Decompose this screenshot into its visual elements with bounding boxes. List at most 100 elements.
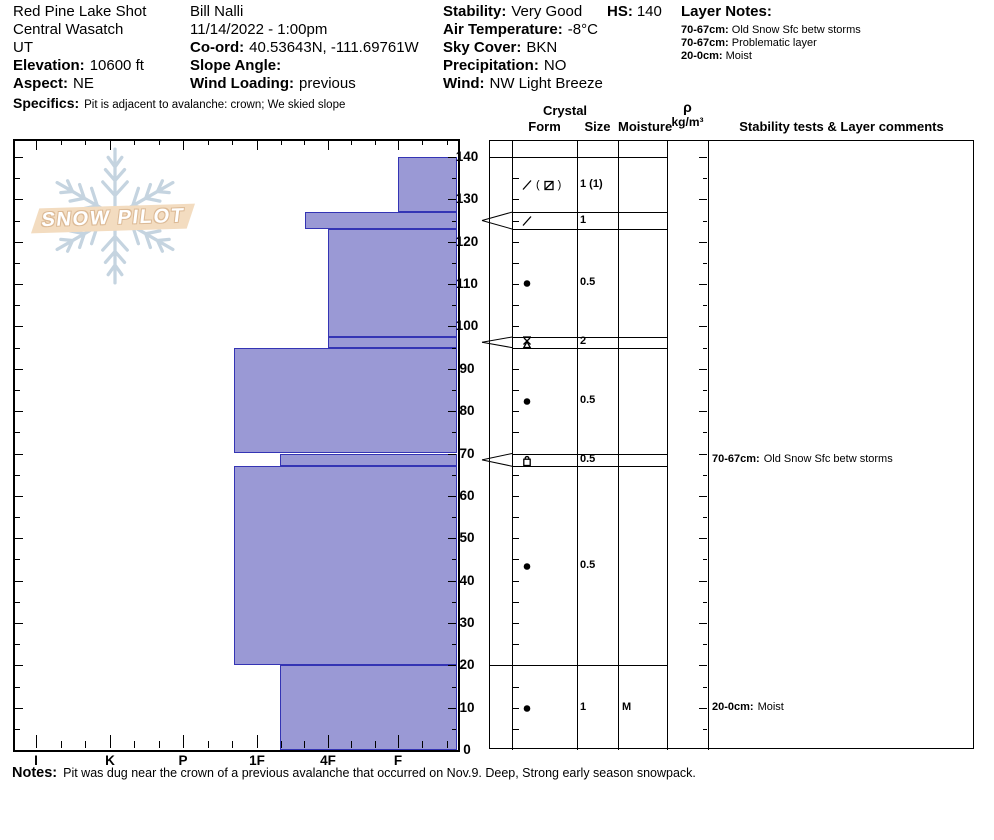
depth-tick-left <box>15 199 23 201</box>
notes-text: Pit was dug near the crown of a previous… <box>63 766 696 780</box>
depth-tick-right <box>448 495 456 497</box>
depth-axis-label: 30 <box>459 614 475 630</box>
depth-tick-left <box>15 305 20 307</box>
density-column-tick <box>699 707 707 709</box>
air-temp-value: -8°C <box>567 21 598 38</box>
hs-line: HS: 140 <box>607 3 662 20</box>
grain-size-value: 1 <box>580 700 587 713</box>
form-column-tick <box>513 390 519 391</box>
snow-layer-bar <box>280 453 457 467</box>
hardness-tick-top <box>85 141 87 145</box>
depth-tick-left <box>15 241 23 243</box>
density-column-tick <box>699 538 707 540</box>
grid-column-line <box>577 140 578 750</box>
stability-label: Stability: <box>443 3 507 20</box>
density-column-tick <box>699 580 707 582</box>
sky-cover-value: BKN <box>526 39 558 56</box>
air-temp-label: Air Temperature: <box>443 21 563 38</box>
depth-tick-left <box>15 686 20 688</box>
depth-tick-right <box>452 390 456 391</box>
depth-tick-right <box>452 305 456 307</box>
density-column-tick <box>703 178 707 180</box>
stability-value: Very Good <box>511 3 583 20</box>
depth-tick-right <box>452 432 456 434</box>
hardness-axis-label: P <box>178 753 188 768</box>
hardness-tick-top <box>158 141 160 145</box>
sky-cover-label: Sky Cover: <box>443 39 522 56</box>
grain-form-cell <box>520 275 534 291</box>
depth-tick-left <box>15 728 20 730</box>
form-column-tick <box>513 284 519 286</box>
grain-form-cell <box>520 452 534 468</box>
layer-note-2-text: Problematic layer <box>731 37 817 49</box>
hardness-tick-bottom <box>183 735 184 748</box>
hardness-axis-label: 1F <box>249 753 265 768</box>
grain-size-value: 0.5 <box>580 558 596 571</box>
wind-value: NW Light Breeze <box>489 75 603 92</box>
layer-note-1-text: Old Snow Sfc betw storms <box>731 24 861 36</box>
layer-comment-label: 70-67cm: <box>712 452 760 465</box>
depth-axis-label: 120 <box>455 233 479 249</box>
form-column-tick <box>513 199 519 201</box>
density-column-tick <box>703 347 707 349</box>
hardness-tick-bottom <box>257 735 258 748</box>
depth-axis-label: 70 <box>459 445 475 461</box>
specifics-label: Specifics: <box>13 95 80 111</box>
stability-tests-column-header: Stability tests & Layer comments <box>739 119 944 134</box>
density-column-tick <box>699 284 707 286</box>
notes-line: Notes: Pit was dug near the crown of a pr… <box>12 764 696 782</box>
hardness-tick-top <box>207 141 209 145</box>
depth-tick-left <box>15 580 23 582</box>
form-column-tick <box>513 178 519 180</box>
depth-axis-label: 0 <box>463 742 471 757</box>
moisture-value: M <box>622 700 632 713</box>
hardness-tick-top <box>280 141 282 145</box>
depth-tick-right <box>452 517 456 518</box>
elevation-value: 10600 ft <box>89 57 144 74</box>
density-column-tick <box>699 411 707 413</box>
grid-column-line <box>667 140 668 750</box>
depth-tick-left <box>15 495 23 497</box>
wind-line: Wind: NW Light Breeze <box>443 75 603 92</box>
form-column-header: Form <box>528 119 561 134</box>
density-column-tick <box>703 728 707 730</box>
state: UT <box>13 39 33 56</box>
depth-tick-right <box>448 157 456 158</box>
form-column-tick <box>513 622 519 624</box>
air-temp-line: Air Temperature: -8°C <box>443 21 598 38</box>
depth-tick-left <box>15 538 23 540</box>
hardness-tick-bottom <box>85 741 87 748</box>
form-column-tick <box>513 241 519 243</box>
hardness-tick-top <box>398 141 399 150</box>
aspect-value: NE <box>73 75 94 92</box>
depth-tick-right <box>452 728 456 730</box>
depth-tick-left <box>15 368 23 370</box>
paren-close: ) <box>557 178 562 191</box>
wind-label: Wind: <box>443 75 485 92</box>
notes-label: Notes: <box>12 765 58 781</box>
grid-row-line <box>512 337 667 338</box>
wind-loading-value: previous <box>299 75 356 92</box>
precipitation-value: NO <box>543 57 567 74</box>
depth-tick-right <box>448 580 456 582</box>
form-column-tick <box>513 707 519 709</box>
dot-icon <box>523 397 531 405</box>
form-column-tick <box>513 220 519 222</box>
moisture-column-header: Moisture <box>618 119 673 134</box>
hardness-tick-top <box>183 141 184 150</box>
depth-tick-left <box>15 665 23 667</box>
crystal-column-header: Crystal <box>542 103 588 118</box>
snow-layer-bar <box>328 337 457 348</box>
form-column-tick <box>513 411 519 413</box>
snow-layer-bar <box>398 157 457 213</box>
layer-note-3: 20-0cm: Moist <box>681 50 752 62</box>
depth-tick-left <box>15 474 20 476</box>
grid-row-line <box>489 665 667 667</box>
grid-column-line <box>618 140 619 750</box>
form-column-tick <box>513 326 519 328</box>
layer-note-2: 70-67cm: Problematic layer <box>681 37 817 49</box>
hardness-tick-bottom <box>134 741 136 748</box>
depth-tick-left <box>15 178 20 180</box>
depth-tick-left <box>15 453 23 455</box>
form-column-tick <box>513 368 519 370</box>
